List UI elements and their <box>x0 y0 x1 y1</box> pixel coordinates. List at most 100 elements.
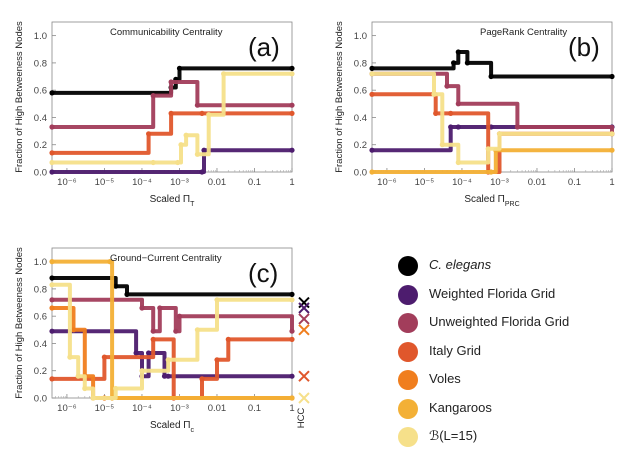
data-point-c-elegans <box>113 283 119 289</box>
x-tick-label: 10⁻³ <box>170 403 189 414</box>
data-point-l-15 <box>609 131 615 137</box>
data-point-unweighted-florida-grid <box>173 328 179 334</box>
chart-title: Communicability Centrality <box>110 27 223 38</box>
data-point-unweighted-florida-grid <box>150 328 156 334</box>
data-point-italy-grid <box>146 131 152 137</box>
y-tick-label: 0.6 <box>354 86 367 97</box>
data-point-italy-grid <box>199 376 205 382</box>
x-tick-label: 10⁻⁴ <box>452 177 472 188</box>
y-tick-label: 0.8 <box>34 284 47 295</box>
data-point-l-15 <box>214 297 220 303</box>
data-point-italy-grid <box>150 336 156 342</box>
data-point-c-elegans <box>49 90 55 96</box>
data-point-italy-grid <box>49 376 55 382</box>
x-tick-label: 10⁻³ <box>490 177 509 188</box>
data-point-italy-grid <box>225 336 231 342</box>
series-line-unweighted-florida-grid <box>50 297 294 334</box>
x-tick-label: 0.01 <box>528 177 547 188</box>
data-point-l-15 <box>289 71 295 77</box>
series-line-c-elegans <box>50 276 294 297</box>
data-point-unweighted-florida-grid <box>455 101 461 107</box>
data-point-weighted-florida-grid <box>448 124 454 130</box>
data-point-unweighted-florida-grid <box>176 313 183 319</box>
y-tick-label: 0.6 <box>34 312 47 323</box>
legend-item-kangaroos: Kangaroos <box>398 396 638 425</box>
data-point-kangaroos <box>488 169 494 175</box>
data-point-weighted-florida-grid <box>161 373 168 379</box>
panel-letter: (c) <box>248 258 278 288</box>
legend-label-c-elegans: C. elegans <box>429 257 492 272</box>
data-point-italy-grid <box>433 110 439 116</box>
hcc-marker-c-elegans <box>298 296 310 309</box>
legend-item-voles: Voles <box>398 367 638 396</box>
y-tick-label: 0.6 <box>34 86 47 97</box>
x-tick-label: 10⁻⁶ <box>57 403 77 414</box>
y-tick-label: 0.8 <box>354 58 367 69</box>
x-tick-label: 0.1 <box>248 177 261 188</box>
x-tick-label: 1 <box>609 177 614 188</box>
x-tick-label: 10⁻⁴ <box>132 177 152 188</box>
series-line-l-15 <box>50 282 294 400</box>
data-point-l-15 <box>67 354 73 360</box>
legend-swatch-voles <box>398 370 418 390</box>
data-point-c-elegans <box>49 275 55 281</box>
legend-label-kangaroos: Kangaroos <box>429 399 492 415</box>
data-point-unweighted-florida-grid <box>49 297 55 303</box>
panel-letter: (a) <box>248 32 280 62</box>
data-point-weighted-florida-grid <box>146 350 152 356</box>
x-tick-label: 10⁻⁶ <box>57 177 77 188</box>
legend-item-unweighted-florida-grid: Unweighted Florida Grid <box>398 310 638 339</box>
data-point-c-elegans <box>451 60 457 66</box>
data-point-unweighted-florida-grid <box>150 93 156 99</box>
data-point-l-15 <box>369 71 375 77</box>
data-point-kangaroos <box>107 259 113 265</box>
data-point-l-15 <box>485 146 491 152</box>
x-axis-label: Scaled ΠT <box>150 194 196 208</box>
y-tick-label: 0.2 <box>354 140 367 151</box>
hcc-marker-italy <box>298 370 310 382</box>
data-point-italy-grid <box>168 110 174 116</box>
legend-swatch-unweighted-florida-grid <box>398 313 418 333</box>
series-line-l-15 <box>370 71 614 165</box>
x-tick-label: 1 <box>289 177 294 188</box>
data-point-l-15 <box>49 159 55 166</box>
data-point-unweighted-florida-grid <box>139 305 145 311</box>
x-tick-label: 0.01 <box>208 177 227 188</box>
x-tick-label: 10⁻³ <box>170 177 189 188</box>
data-point-weighted-florida-grid <box>369 147 375 153</box>
hcc-label: HCC <box>296 408 307 429</box>
data-point-c-elegans <box>289 65 295 71</box>
series-line-italy-grid <box>50 111 294 155</box>
x-tick-label: 0.1 <box>568 177 581 188</box>
data-point-l-15 <box>431 91 437 97</box>
data-point-italy-grid <box>49 150 55 156</box>
data-point-c-elegans <box>488 73 494 80</box>
data-point-weighted-florida-grid <box>49 328 55 334</box>
y-tick-label: 0.8 <box>34 58 47 69</box>
x-tick-label: 0.1 <box>248 403 261 414</box>
legend-swatch-b-l15 <box>398 427 418 447</box>
y-tick-label: 0.4 <box>34 113 47 124</box>
y-tick-label: 0.4 <box>34 339 47 350</box>
data-point-weighted-florida-grid <box>165 373 171 379</box>
data-point-italy-grid <box>214 357 220 363</box>
data-point-l-15 <box>221 71 227 77</box>
data-point-italy-grid <box>369 91 375 97</box>
data-point-weighted-florida-grid <box>201 147 207 153</box>
legend-swatch-kangaroos <box>398 398 418 419</box>
data-point-c-elegans <box>369 65 375 71</box>
hcc-marker-unweighted-florida <box>298 313 310 325</box>
legend-item-weighted-florida-grid: Weighted Florida Grid <box>398 282 638 311</box>
data-point-l-15 <box>183 132 189 138</box>
data-point-unweighted-florida-grid <box>157 305 163 311</box>
y-tick-label: 0.0 <box>354 168 367 179</box>
y-axis-label: Fraction of High Betweeness Nodes <box>14 21 25 173</box>
hcc-marker-weighted-florida <box>298 302 310 314</box>
data-point-weighted-florida-grid <box>133 350 139 356</box>
x-axis-label: Scaled Πc <box>150 420 195 434</box>
y-tick-label: 0.4 <box>354 113 367 124</box>
data-point-italy-grid <box>101 354 107 360</box>
data-point-unweighted-florida-grid <box>514 124 521 130</box>
series-line-c-elegans <box>370 50 614 79</box>
